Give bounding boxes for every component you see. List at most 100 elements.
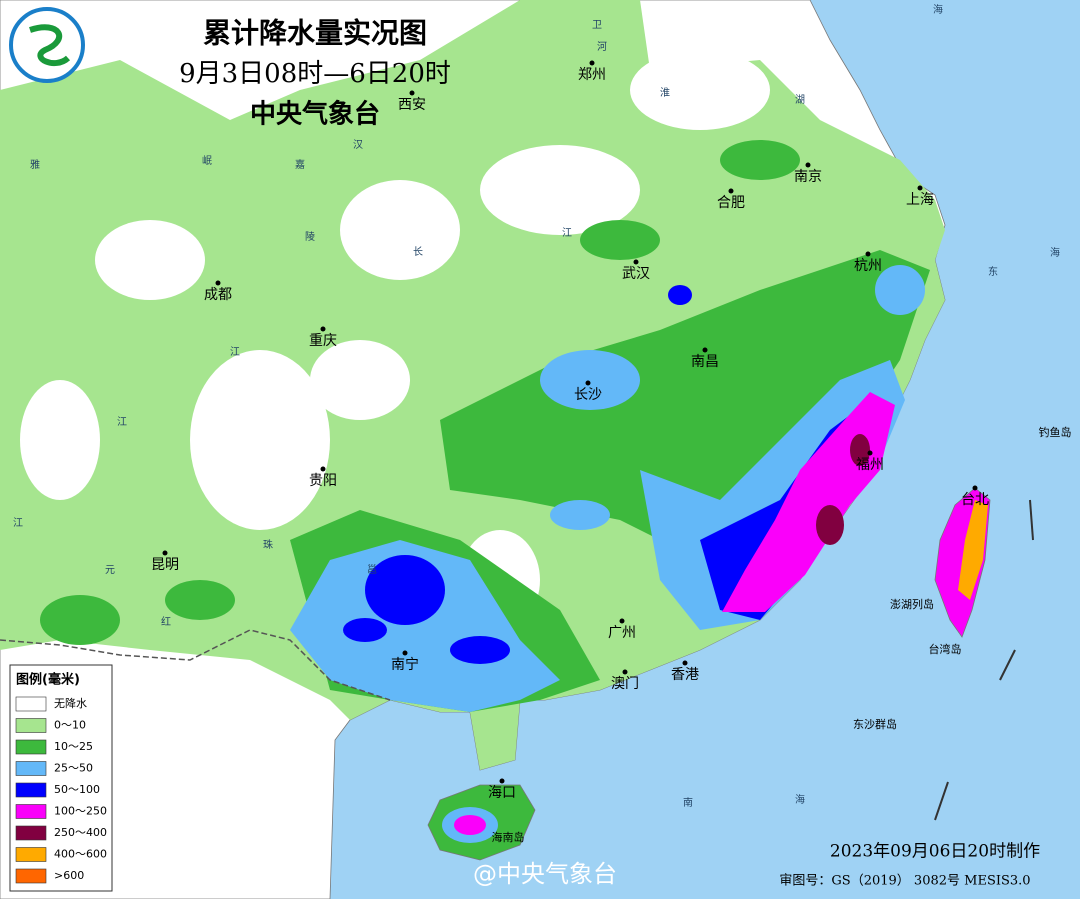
legend-title: 图例(毫米) — [16, 672, 80, 688]
map-label: 南 — [683, 796, 693, 809]
made-time: 2023年09月06日20时制作 — [830, 842, 1040, 862]
map-label: 海 — [1050, 246, 1060, 259]
approval: 审图号：GS（2019） 3082号 MESIS3.0 — [779, 874, 1030, 889]
legend-swatch — [15, 718, 47, 733]
map-label: 江 — [117, 416, 127, 428]
legend-swatch — [15, 804, 47, 819]
city-dot — [622, 669, 628, 675]
map-label: 钓鱼岛 — [1039, 425, 1072, 439]
map-label: 红 — [161, 615, 171, 628]
legend-label: 250～400 — [54, 826, 107, 839]
city-dot — [805, 162, 811, 168]
city-dot — [728, 188, 734, 194]
city-dot — [589, 60, 595, 66]
period: 9月3日08时—6日20时 — [179, 59, 451, 89]
map-label: 湖 — [795, 94, 805, 106]
city-label: 福州 — [856, 457, 884, 473]
map-label: 海南岛 — [492, 830, 525, 844]
city-label: 香港 — [671, 667, 699, 683]
legend-swatch — [15, 761, 47, 776]
legend-label: >600 — [54, 869, 84, 882]
national-border — [0, 629, 391, 701]
city-dot — [972, 485, 978, 491]
city-dot — [682, 660, 688, 666]
city-label: 上海 — [906, 192, 934, 208]
city-label: 海口 — [488, 785, 516, 801]
legend-label: 无降水 — [54, 696, 87, 710]
city-dot — [215, 280, 221, 286]
city-label: 南宁 — [391, 656, 419, 673]
legend-swatch — [15, 825, 47, 841]
city-label: 武汉 — [622, 266, 650, 282]
city-dot — [619, 618, 625, 624]
legend-label: 400～600 — [54, 848, 107, 861]
legend-swatch — [15, 739, 47, 755]
map-label: 江 — [13, 517, 23, 529]
city-label: 南昌 — [691, 354, 719, 370]
city-dot — [585, 380, 591, 386]
map-label: 东 — [988, 265, 998, 278]
city-label: 杭州 — [854, 258, 882, 274]
city-label: 长沙 — [574, 387, 602, 403]
city-dot — [499, 778, 505, 784]
rain-250-400 — [816, 434, 870, 545]
city-label: 澳门 — [611, 676, 639, 692]
city-label: 昆明 — [151, 557, 179, 573]
map-label: 海 — [795, 793, 805, 806]
legend-swatch — [15, 782, 47, 798]
logo — [9, 7, 85, 83]
map-label: 元 — [105, 565, 115, 576]
map-label: 台湾岛 — [929, 642, 962, 656]
legend-label: 10～25 — [54, 740, 93, 753]
legend-label: 100～250 — [54, 805, 107, 818]
legend-swatch — [15, 696, 47, 712]
city-label: 合肥 — [717, 195, 745, 211]
city-dot — [320, 466, 326, 472]
city-label: 广州 — [608, 625, 636, 641]
legend-label: 25～50 — [54, 762, 93, 775]
city-label: 成都 — [204, 287, 232, 303]
border-marks — [934, 499, 1034, 821]
city-dot — [402, 650, 408, 656]
map-label: 汉 — [353, 139, 363, 151]
city-dot — [917, 185, 923, 191]
agency: 中央气象台 — [250, 99, 380, 130]
rain-400-600 — [958, 500, 988, 600]
map-label: 澎湖列岛 — [890, 597, 934, 611]
map-label: 海 — [933, 3, 943, 16]
map-label: 长 — [413, 246, 423, 258]
map-label: 河 — [597, 41, 607, 53]
logo-mark — [29, 24, 71, 66]
city-label: 台北 — [961, 492, 989, 508]
map-label: 珠 — [263, 538, 273, 551]
map-label: 淮 — [660, 87, 670, 99]
city-dot — [867, 450, 873, 456]
city-label: 郑州 — [578, 67, 606, 83]
legend-label: 50～100 — [54, 783, 100, 796]
map-label: 嘉 — [295, 158, 305, 171]
legend-swatch — [15, 868, 47, 884]
city-dot — [409, 90, 415, 96]
legend-label: 0～10 — [54, 719, 86, 732]
rain-100-250 — [454, 815, 486, 835]
title: 累计降水量实况图 — [203, 17, 427, 50]
legend-swatch — [15, 847, 47, 862]
city-label: 重庆 — [309, 333, 337, 349]
watermark: @中央气象台 — [473, 860, 617, 888]
city-label: 南京 — [794, 169, 822, 185]
map-label: 陵 — [305, 231, 315, 243]
map-label: 岷 — [202, 155, 212, 167]
city-label: 西安 — [398, 97, 426, 113]
map-label: 雅 — [30, 158, 40, 171]
city-label: 贵阳 — [309, 473, 337, 489]
city-dot — [702, 347, 708, 353]
city-dot — [320, 326, 326, 332]
map-label: 江 — [230, 346, 240, 358]
map-label: 东沙群岛 — [853, 717, 897, 731]
city-dot — [633, 259, 639, 265]
map-label: 卫 — [592, 20, 602, 31]
city-dot — [162, 550, 168, 556]
map-label: 江 — [562, 227, 572, 239]
map-label: 邕 — [367, 563, 377, 576]
